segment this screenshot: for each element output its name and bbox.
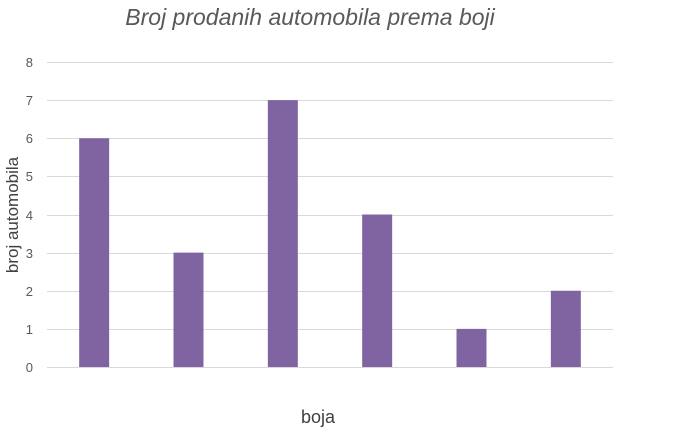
chart-title: Broj prodanih automobila prema boji	[125, 4, 495, 30]
bars	[79, 100, 581, 367]
y-tick-label: 8	[26, 55, 33, 70]
y-tick-label: 0	[26, 360, 33, 375]
bar-6	[550, 290, 581, 367]
bar-1	[79, 138, 110, 367]
y-tick-label: 2	[26, 284, 33, 299]
bar-5	[456, 328, 487, 367]
y-tick-label: 6	[26, 131, 33, 146]
bar-2	[173, 252, 204, 367]
y-tick-label: 4	[26, 208, 33, 223]
x-axis-label: boja	[300, 407, 336, 427]
y-axis-label: broj automobila	[3, 156, 22, 274]
y-tick-label: 3	[26, 246, 33, 261]
y-axis-tick-labels: 0 1 2 3 4 5 6 7 8	[26, 55, 33, 375]
y-tick-label: 1	[26, 322, 33, 337]
gridlines	[47, 62, 613, 368]
bar-4	[362, 214, 393, 367]
y-tick-label: 7	[26, 93, 33, 108]
y-tick-label: 5	[26, 169, 33, 184]
bar-3	[267, 100, 298, 367]
